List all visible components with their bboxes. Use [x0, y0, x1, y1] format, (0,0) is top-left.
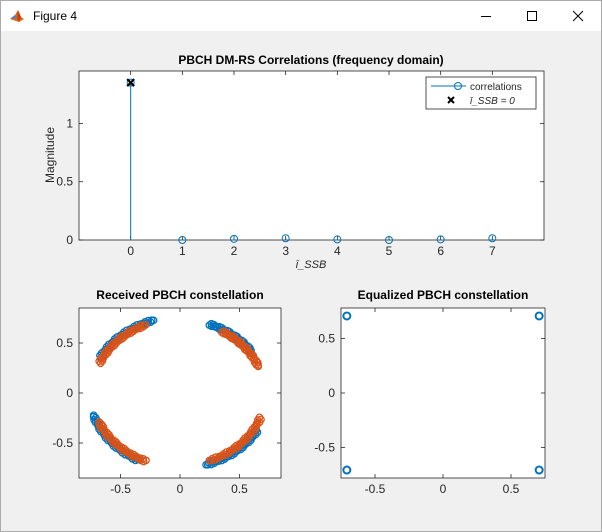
minimize-button[interactable] — [463, 1, 509, 31]
equalized-constellation-axes: Equalized PBCH constellation -0.5 0 0.5 -0.… — [314, 288, 546, 496]
correlation|0-xtick-label: 0 — [127, 244, 134, 258]
figure-canvas: PBCH DM-RS Correlations (frequency domai… — [43, 53, 546, 496]
window-title: Figure 4 — [33, 9, 78, 23]
received|1-xtick-label: 0.5 — [231, 482, 248, 496]
correlation|0-xtick-label: 1 — [179, 244, 186, 258]
received-symbol — [219, 329, 228, 338]
title-bar[interactable]: Figure 4 — [1, 1, 601, 31]
legend-detected-label: ī_SSB = 0 — [470, 96, 515, 107]
correlation|0-xtick-label: 6 — [437, 244, 444, 258]
stem-marker — [178, 236, 187, 244]
received-symbol — [142, 456, 150, 465]
received-plot-area — [78, 307, 282, 479]
matlab-figure-icon — [10, 10, 24, 22]
correlation|0-xtick-label: 4 — [334, 244, 341, 258]
received-symbol — [207, 319, 216, 328]
stem-marker — [385, 236, 393, 244]
equalized-title: Equalized PBCH constellation — [358, 288, 529, 302]
received-symbol — [109, 438, 117, 447]
legend-correlations-marker — [454, 82, 462, 90]
equalized-symbol — [534, 465, 544, 475]
received-symbol — [205, 321, 214, 330]
close-button[interactable] — [555, 1, 601, 31]
stem-marker — [436, 235, 445, 244]
correlation|0-ytick-label: 0.5 — [56, 175, 73, 189]
equalized|2-xtick-label: 0 — [440, 482, 447, 496]
correlation|0-xtick-label: 5 — [386, 244, 393, 258]
correlation-ylabel: Magnitude — [43, 127, 57, 183]
received-symbol — [112, 339, 121, 348]
received|1-ytick-label: -0.5 — [52, 436, 73, 450]
equalized-symbol — [342, 311, 352, 321]
correlation-xlabel: ī_SSB — [296, 259, 327, 271]
received|1-xtick-label: 0 — [177, 482, 184, 496]
minimize-icon — [481, 16, 491, 17]
stem-marker — [281, 234, 290, 243]
stem-marker — [230, 234, 238, 243]
detected-marker — [126, 78, 135, 87]
stem-marker — [488, 234, 497, 243]
received|1-ytick-label: 0.5 — [56, 336, 73, 350]
received-symbol — [96, 359, 105, 368]
equalized|2-xtick-label: -0.5 — [365, 482, 386, 496]
correlation|0-ytick-label: 1 — [66, 116, 73, 130]
stem-marker — [333, 235, 342, 244]
close-icon — [572, 10, 584, 22]
equalized-symbol — [534, 311, 544, 321]
maximize-button[interactable] — [509, 1, 555, 31]
correlation|0-xtick-label: 7 — [489, 244, 496, 258]
equalized-symbol — [342, 465, 352, 475]
equalized|2-ytick-label: 0 — [328, 386, 335, 400]
received|1-ytick-label: 0 — [66, 386, 73, 400]
correlation|0-xtick-label: 2 — [231, 244, 238, 258]
received-constellation-axes: Received PBCH constellation -0.5 0 0.5 -0.5… — [52, 288, 282, 496]
equalized|2-xtick-label: 0.5 — [503, 482, 520, 496]
equalized|2-ytick-label: 0.5 — [318, 332, 335, 346]
received-symbol — [217, 328, 226, 337]
received-symbol — [255, 413, 264, 422]
equalized-plot-area — [340, 307, 546, 479]
correlation-title: PBCH DM-RS Correlations (frequency domai… — [178, 53, 443, 67]
maximize-icon — [527, 11, 537, 21]
received|1-xtick-label: -0.5 — [110, 482, 131, 496]
legend-correlations-label: correlations — [470, 82, 522, 93]
equalized|2-ytick-label: -0.5 — [314, 440, 335, 454]
correlation|0-ytick-label: 0 — [66, 233, 73, 247]
correlation|0-xtick-label: 3 — [282, 244, 289, 258]
stem-marker — [126, 78, 135, 87]
legend-detected-marker — [447, 96, 455, 104]
correlation-legend: correlations ī_SSB = 0 — [425, 76, 537, 110]
correlation-axes: PBCH DM-RS Correlations (frequency domai… — [43, 53, 545, 271]
received-title: Received PBCH constellation — [96, 288, 263, 302]
